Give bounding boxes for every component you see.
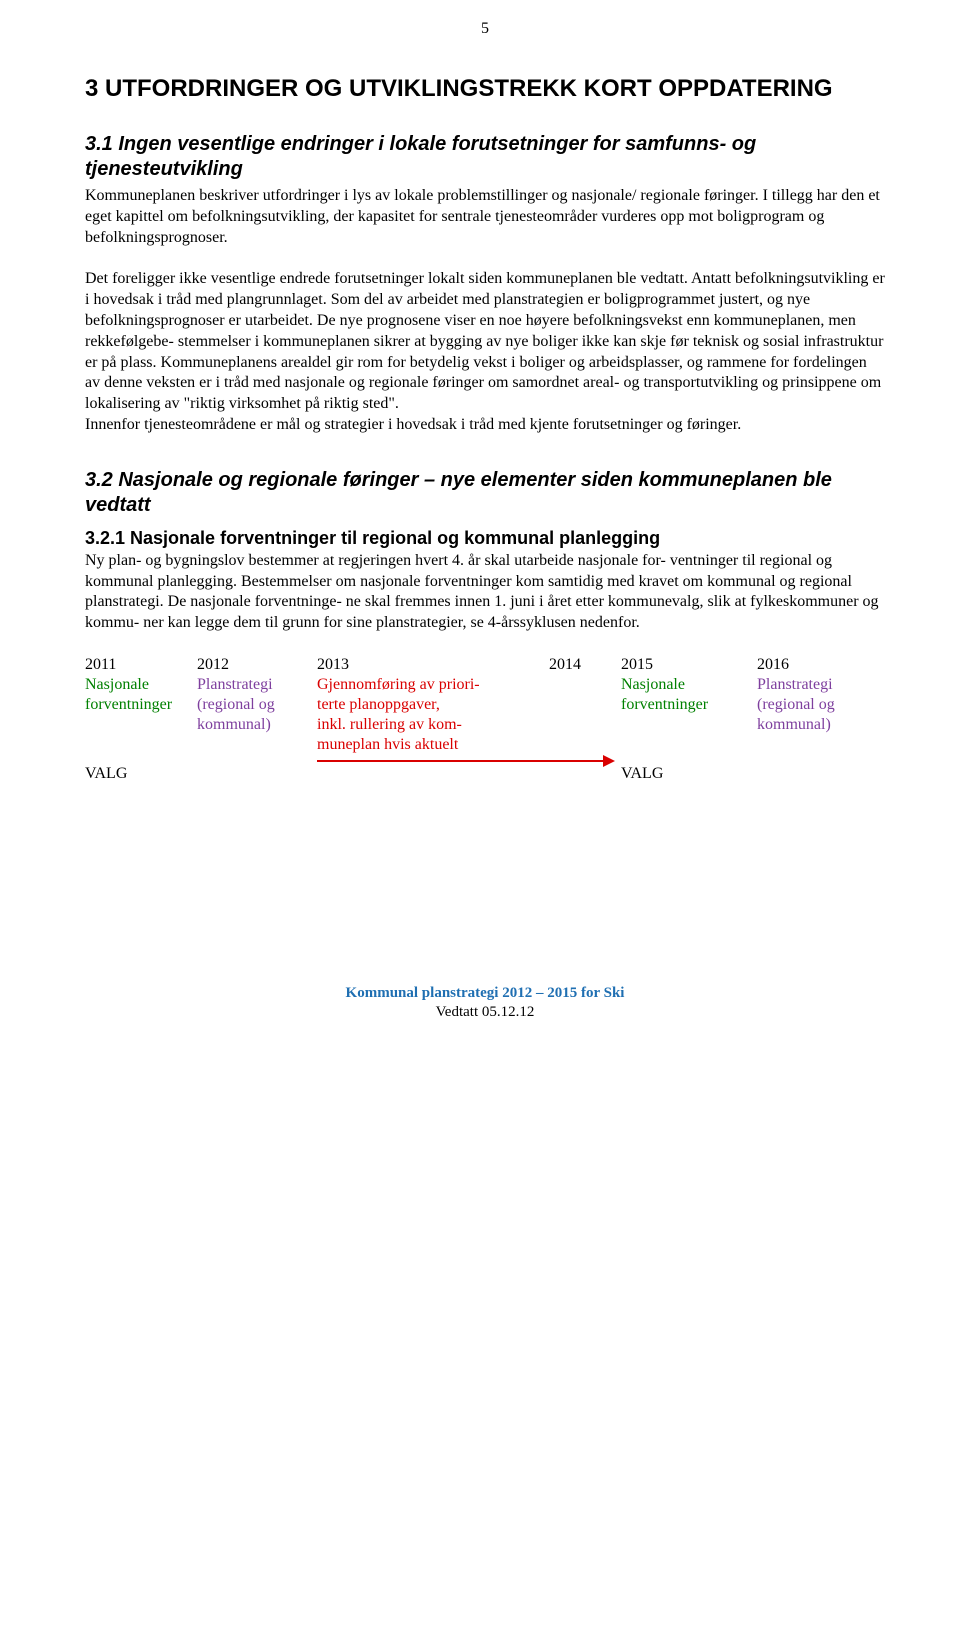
timeline-table: 2011 2012 2013 2014 2015 2016 Nasjonale … bbox=[85, 655, 885, 784]
para-3-1-a: Kommuneplanen beskriver utfordringer i l… bbox=[85, 186, 885, 248]
year-2014: 2014 bbox=[549, 655, 621, 675]
empty-cell bbox=[549, 764, 621, 784]
cell-text: Planstrategi bbox=[757, 676, 833, 693]
empty-cell bbox=[317, 764, 549, 784]
year-2015: 2015 bbox=[621, 655, 757, 675]
year-2012: 2012 bbox=[197, 655, 317, 675]
cell-text: Nasjonale bbox=[85, 676, 149, 693]
year-2011: 2011 bbox=[85, 655, 197, 675]
cell-2015: Nasjonale forventninger bbox=[621, 675, 757, 764]
heading-3-2: 3.2 Nasjonale og regionale føringer – ny… bbox=[85, 468, 885, 518]
empty-cell bbox=[757, 764, 885, 784]
heading-3-2-1: 3.2.1 Nasjonale forventninger til region… bbox=[85, 528, 885, 549]
empty-cell bbox=[197, 764, 317, 784]
para-3-2-1: Ny plan- og bygningslov bestemmer at reg… bbox=[85, 551, 885, 634]
cell-text: inkl. rullering av kom- bbox=[317, 716, 462, 733]
valg-2011: VALG bbox=[85, 764, 197, 784]
para-3-1-c: Innenfor tjenesteområdene er mål og stra… bbox=[85, 415, 885, 436]
heading-3-1: 3.1 Ingen vesentlige endringer i lokale … bbox=[85, 132, 885, 182]
arrow-line-icon bbox=[317, 760, 603, 762]
timeline-valg-row: VALG VALG bbox=[85, 764, 885, 784]
footer-line-1: Kommunal planstrategi 2012 – 2015 for Sk… bbox=[85, 984, 885, 1004]
timeline-arrow bbox=[317, 758, 615, 764]
cell-text: Nasjonale bbox=[621, 676, 685, 693]
cell-text: forventninger bbox=[85, 696, 172, 713]
timeline-labels-row: Nasjonale forventninger Planstrategi (re… bbox=[85, 675, 885, 764]
cell-text: (regional og bbox=[197, 696, 275, 713]
cell-text: kommunal) bbox=[757, 716, 831, 733]
cell-text: Planstrategi bbox=[197, 676, 273, 693]
year-2016: 2016 bbox=[757, 655, 885, 675]
cell-text: terte planoppgaver, bbox=[317, 696, 440, 713]
cell-text: kommunal) bbox=[197, 716, 271, 733]
year-2013: 2013 bbox=[317, 655, 549, 675]
arrow-head-icon bbox=[603, 755, 615, 767]
cell-2011: Nasjonale forventninger bbox=[85, 675, 197, 764]
cell-text: muneplan hvis aktuelt bbox=[317, 736, 458, 753]
footer-line-2: Vedtatt 05.12.12 bbox=[85, 1003, 885, 1023]
timeline-years-row: 2011 2012 2013 2014 2015 2016 bbox=[85, 655, 885, 675]
heading-1: 3 UTFORDRINGER OG UTVIKLINGSTREKK KORT O… bbox=[85, 74, 885, 104]
cell-text: forventninger bbox=[621, 696, 708, 713]
cell-2013-2014: Gjennomføring av priori- terte planoppga… bbox=[317, 675, 621, 764]
para-3-1-b: Det foreligger ikke vesentlige endrede f… bbox=[85, 269, 885, 415]
valg-2015: VALG bbox=[621, 764, 757, 784]
page-number: 5 bbox=[85, 20, 885, 38]
cell-text: Gjennomføring av priori- bbox=[317, 676, 480, 693]
cell-2016: Planstrategi (regional og kommunal) bbox=[757, 675, 885, 764]
cell-text: (regional og bbox=[757, 696, 835, 713]
cell-2012: Planstrategi (regional og kommunal) bbox=[197, 675, 317, 764]
page-footer: Kommunal planstrategi 2012 – 2015 for Sk… bbox=[85, 984, 885, 1023]
